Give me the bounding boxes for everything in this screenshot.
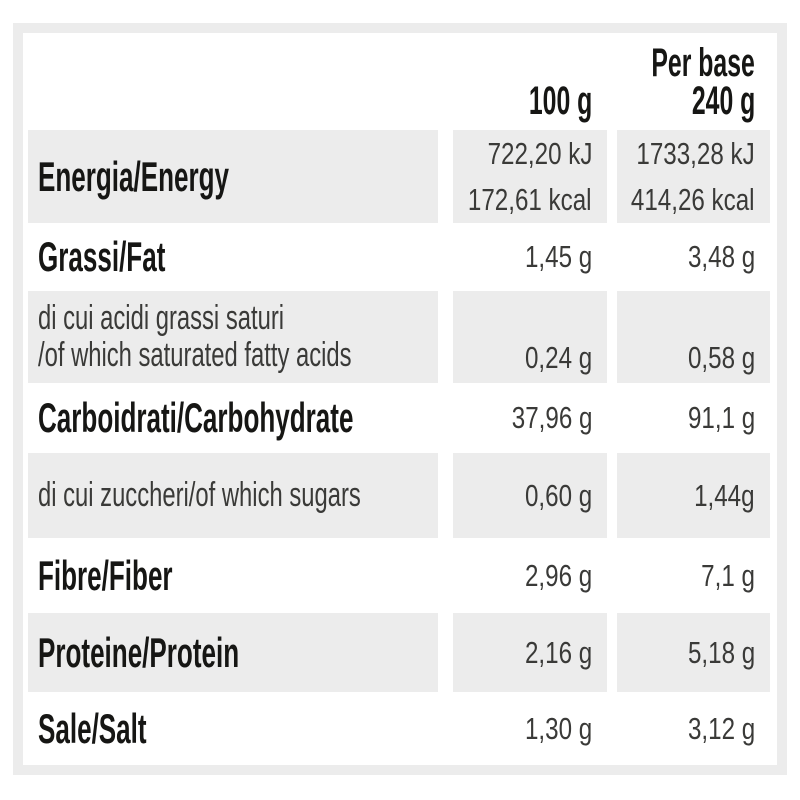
row-label: Proteine/Protein: [28, 613, 438, 692]
row-label-text: Fibre/Fiber: [38, 551, 173, 599]
value-text: 2,16 g: [524, 634, 592, 670]
value-text: 91,1 g: [687, 400, 755, 435]
row-label-text: Proteine/Protein: [38, 628, 240, 676]
value-100g: 2,16 g: [453, 613, 607, 692]
table-row-fiber: Fibre/Fiber 2,96 g 7,1 g: [23, 538, 777, 613]
value-text: 0,60 g: [524, 477, 592, 513]
value-100g: 1,45 g: [453, 223, 607, 291]
column-gap: [607, 291, 617, 383]
value-per-base: 91,1 g: [617, 383, 770, 453]
row-label-text: Sale/Salt: [38, 704, 147, 752]
value-100g: 37,96 g: [453, 383, 607, 453]
value-per-base: 0,58 g: [617, 291, 770, 383]
table-row-fat: Grassi/Fat 1,45 g 3,48 g: [23, 223, 777, 291]
row-label-text: /of which saturated fatty acids: [38, 336, 352, 374]
value-text: 1733,28 kJ: [636, 135, 755, 171]
value-text: 0,58 g: [687, 340, 755, 375]
value-per-base: 7,1 g: [617, 538, 770, 613]
value-text: 722,20 kJ: [487, 135, 592, 171]
value-100g: 2,96 g: [453, 538, 607, 613]
row-label: Fibre/Fiber: [28, 538, 438, 613]
column-gap: [438, 538, 453, 613]
value-per-base: 1,44g: [617, 453, 770, 538]
value-text: 3,48 g: [687, 239, 755, 274]
value-100g: 0,60 g: [453, 453, 607, 538]
row-label: Carboidrati/Carbohydrate: [28, 383, 438, 453]
table-row-protein: Proteine/Protein 2,16 g 5,18 g: [23, 613, 777, 692]
table-row-saturated-fat: di cui acidi grassi saturi/of which satu…: [23, 291, 777, 383]
column-gap: [607, 223, 617, 291]
table-row-energy: Energia/Energy 722,20 kJ 172,61 kcal 1733…: [23, 130, 777, 223]
column-gap: [438, 33, 453, 130]
value-100g: 722,20 kJ 172,61 kcal: [453, 130, 607, 223]
value-per-base: 1733,28 kJ 414,26 kcal: [617, 130, 770, 223]
column-gap: [607, 692, 617, 765]
value-text: 1,44g: [694, 477, 755, 513]
column-gap: [607, 383, 617, 453]
value-text: 2,96 g: [524, 557, 592, 593]
nutrition-table: 100 g Per base 240 g Energia/Energy 722,…: [23, 33, 777, 765]
column-gap: [438, 383, 453, 453]
column-gap: [438, 692, 453, 765]
column-gap: [607, 613, 617, 692]
value-text: 3,12 g: [687, 710, 755, 746]
value-text: 37,96 g: [511, 400, 592, 435]
table-body: Energia/Energy 722,20 kJ 172,61 kcal 1733…: [23, 130, 777, 765]
header-100g-label: 100 g: [528, 79, 592, 123]
value-text: 0,24 g: [524, 340, 592, 375]
value-text: 414,26 kcal: [631, 181, 755, 217]
value-text: 1,45 g: [524, 239, 592, 274]
value-per-base: 3,12 g: [617, 692, 770, 765]
row-label: Energia/Energy: [28, 130, 438, 223]
column-gap: [607, 453, 617, 538]
header-per-base-amount: 240 g: [691, 79, 755, 123]
value-text: 172,61 kcal: [468, 181, 592, 217]
column-gap: [438, 223, 453, 291]
table-row-sugars: di cui zuccheri/of which sugars 0,60 g 1…: [23, 453, 777, 538]
row-label-text: Energia/Energy: [38, 152, 230, 200]
column-gap: [607, 130, 617, 223]
row-label-text: Grassi/Fat: [38, 233, 166, 280]
row-label-text: di cui acidi grassi saturi: [38, 299, 285, 337]
row-label: di cui zuccheri/of which sugars: [28, 453, 438, 538]
column-gap: [438, 291, 453, 383]
row-label: di cui acidi grassi saturi/of which satu…: [28, 291, 438, 383]
row-label-text: di cui zuccheri/of which sugars: [38, 476, 361, 514]
value-per-base: 3,48 g: [617, 223, 770, 291]
value-text: 1,30 g: [524, 710, 592, 746]
header-per-base-label: Per base: [651, 41, 755, 85]
column-gap: [438, 130, 453, 223]
row-label: Sale/Salt: [28, 692, 438, 765]
value-per-base: 5,18 g: [617, 613, 770, 692]
nutrition-table-frame: 100 g Per base 240 g Energia/Energy 722,…: [13, 23, 787, 775]
row-label: Grassi/Fat: [28, 223, 438, 291]
column-gap: [607, 33, 617, 130]
table-row-carbohydrate: Carboidrati/Carbohydrate 37,96 g 91,1 g: [23, 383, 777, 453]
column-gap: [607, 538, 617, 613]
column-gap: [438, 613, 453, 692]
header-empty-cell: [28, 33, 438, 130]
header-cell-100g: 100 g: [453, 33, 607, 130]
table-header-row: 100 g Per base 240 g: [23, 33, 777, 130]
header-cell-per-base: Per base 240 g: [617, 33, 770, 130]
table-row-salt: Sale/Salt 1,30 g 3,12 g: [23, 692, 777, 765]
value-100g: 0,24 g: [453, 291, 607, 383]
value-text: 7,1 g: [701, 557, 755, 593]
value-100g: 1,30 g: [453, 692, 607, 765]
row-label-text: Carboidrati/Carbohydrate: [38, 394, 354, 441]
value-text: 5,18 g: [687, 634, 755, 670]
column-gap: [438, 453, 453, 538]
